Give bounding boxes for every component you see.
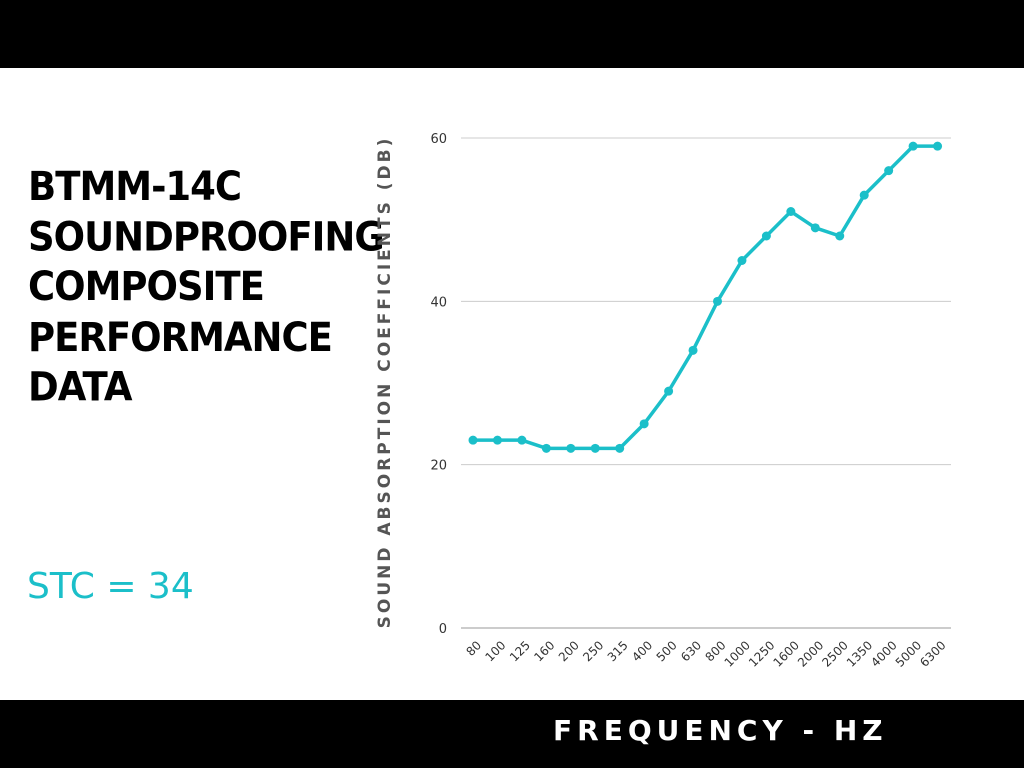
data-point [713, 296, 722, 306]
title-line-3: COMPOSITE [28, 263, 265, 310]
data-point [835, 231, 845, 241]
x-tick-label: 630 [678, 638, 704, 664]
x-tick-label: 1600 [770, 638, 801, 669]
x-tick-label: 160 [531, 638, 557, 664]
data-point [884, 166, 894, 176]
data-point [859, 190, 869, 200]
top-bar [0, 0, 1024, 68]
x-tick-label: 1250 [746, 638, 777, 669]
data-point [590, 443, 600, 453]
data-point [517, 435, 527, 445]
x-tick-label: 250 [580, 638, 606, 664]
data-point [639, 419, 649, 429]
line-chart: 0204060801001251602002503154005006308001… [430, 132, 951, 670]
data-point [664, 386, 674, 396]
data-point [688, 345, 698, 355]
y-tick-label: 60 [430, 132, 447, 147]
x-tick-label: 400 [629, 638, 655, 664]
x-axis-label: FREQUENCY - HZ [553, 714, 888, 747]
x-tick-label: 1350 [844, 638, 875, 669]
data-point [541, 443, 551, 453]
data-point [810, 223, 820, 233]
x-tick-label: 4000 [868, 638, 899, 669]
y-tick-label: 40 [430, 295, 447, 310]
x-tick-label: 6300 [917, 638, 948, 669]
data-point [908, 141, 918, 151]
y-tick-label: 20 [430, 459, 447, 474]
x-tick-label: 200 [556, 638, 582, 664]
stc-rating: STC = 34 [27, 566, 194, 607]
title-line-4: PERFORMANCE [28, 313, 333, 361]
data-point [786, 207, 796, 216]
series-line [471, 144, 940, 451]
title-line-2: SOUNDPROOFING [28, 213, 385, 260]
x-tick-label: 1000 [722, 638, 753, 669]
x-tick-label: 125 [507, 638, 533, 664]
x-tick-label: 100 [482, 638, 508, 664]
data-point [468, 435, 478, 445]
x-tick-label: 2000 [795, 638, 826, 669]
data-point [737, 256, 747, 265]
title-line-5: DATA [28, 363, 132, 411]
x-tick-label: 80 [463, 638, 484, 659]
x-tick-label: 5000 [893, 638, 924, 669]
x-tick-label: 315 [605, 638, 631, 664]
data-point [492, 435, 502, 445]
bottom-bar [0, 700, 1024, 768]
data-point [933, 141, 943, 151]
title-line-1: BTMM-14C [28, 163, 242, 210]
x-tick-label: 500 [654, 638, 680, 664]
y-tick-label: 0 [439, 622, 447, 637]
x-tick-label: 2500 [819, 638, 850, 669]
data-point [615, 443, 625, 453]
data-point [761, 231, 771, 241]
data-point [566, 443, 576, 453]
page-title: BTMM-14C SOUNDPROOFING COMPOSITE PERFORM… [28, 162, 385, 413]
